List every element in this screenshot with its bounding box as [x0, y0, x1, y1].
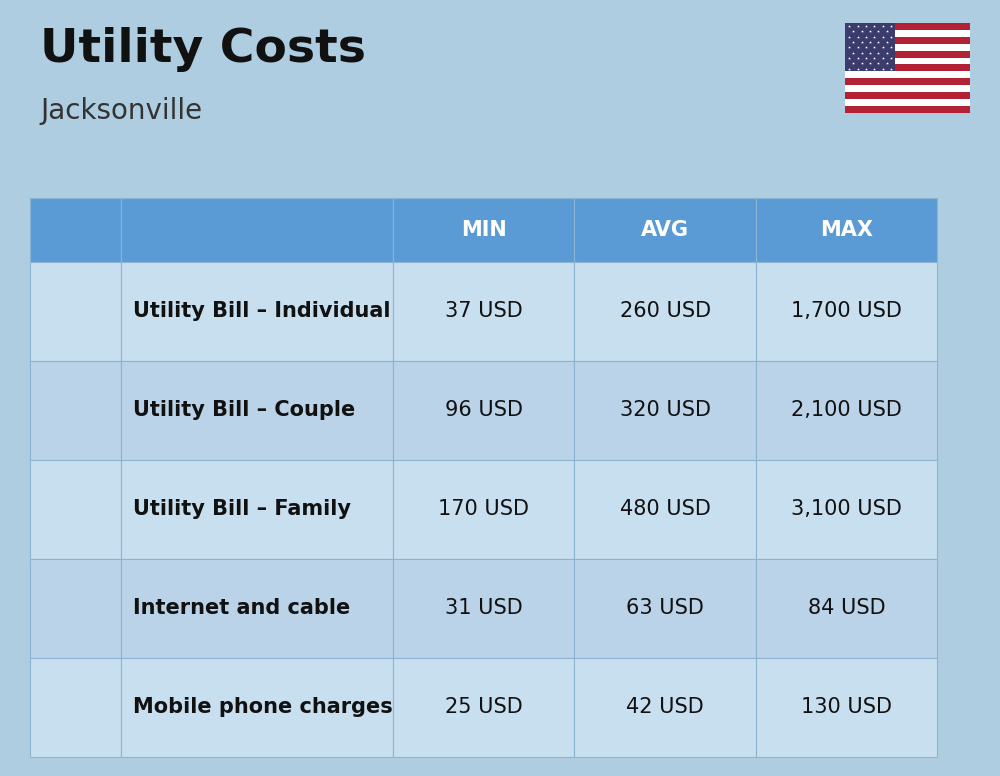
Text: Utility Bill – Family: Utility Bill – Family	[133, 499, 351, 519]
Text: Utility Bill – Couple: Utility Bill – Couple	[133, 400, 355, 420]
Text: AVG: AVG	[641, 220, 689, 240]
FancyBboxPatch shape	[845, 57, 970, 64]
Text: 2,100 USD: 2,100 USD	[791, 400, 902, 420]
Circle shape	[69, 473, 82, 488]
FancyBboxPatch shape	[845, 23, 970, 30]
Circle shape	[69, 473, 82, 488]
FancyBboxPatch shape	[72, 684, 80, 695]
Text: 37 USD: 37 USD	[445, 301, 522, 321]
Circle shape	[67, 272, 84, 293]
Text: 96 USD: 96 USD	[445, 400, 523, 420]
FancyBboxPatch shape	[845, 44, 970, 50]
FancyBboxPatch shape	[845, 92, 970, 99]
Circle shape	[71, 277, 80, 288]
FancyBboxPatch shape	[845, 64, 970, 71]
FancyBboxPatch shape	[845, 23, 895, 71]
FancyBboxPatch shape	[40, 511, 74, 548]
FancyBboxPatch shape	[81, 697, 89, 708]
FancyBboxPatch shape	[62, 697, 71, 708]
Text: 3,100 USD: 3,100 USD	[791, 499, 902, 519]
FancyBboxPatch shape	[845, 106, 970, 113]
FancyBboxPatch shape	[58, 286, 92, 314]
Circle shape	[67, 371, 84, 391]
FancyBboxPatch shape	[75, 411, 109, 449]
FancyBboxPatch shape	[845, 71, 970, 78]
Text: 130 USD: 130 USD	[801, 697, 892, 717]
FancyBboxPatch shape	[845, 99, 970, 106]
Circle shape	[69, 373, 82, 389]
Text: MIN: MIN	[461, 220, 506, 240]
Text: Internet and cable: Internet and cable	[133, 598, 350, 618]
FancyBboxPatch shape	[845, 78, 970, 85]
FancyBboxPatch shape	[75, 313, 109, 350]
Circle shape	[71, 475, 80, 486]
Text: 25 USD: 25 USD	[445, 697, 522, 717]
Text: 63 USD: 63 USD	[626, 598, 704, 618]
FancyBboxPatch shape	[40, 313, 74, 350]
Text: MAX: MAX	[820, 220, 873, 240]
Text: Utility Costs: Utility Costs	[40, 27, 366, 72]
Text: 260 USD: 260 USD	[620, 301, 711, 321]
Text: 320 USD: 320 USD	[620, 400, 711, 420]
FancyBboxPatch shape	[40, 411, 74, 449]
FancyBboxPatch shape	[72, 697, 80, 708]
FancyBboxPatch shape	[62, 684, 71, 695]
FancyBboxPatch shape	[81, 710, 89, 721]
Text: 170 USD: 170 USD	[438, 499, 529, 519]
Text: Jacksonville: Jacksonville	[40, 97, 202, 125]
FancyBboxPatch shape	[61, 681, 90, 735]
Circle shape	[69, 373, 82, 389]
Circle shape	[69, 275, 82, 290]
FancyBboxPatch shape	[845, 50, 970, 57]
FancyBboxPatch shape	[72, 710, 80, 721]
FancyBboxPatch shape	[845, 37, 970, 44]
Circle shape	[67, 470, 84, 490]
Text: 84 USD: 84 USD	[808, 598, 885, 618]
Circle shape	[71, 376, 80, 386]
FancyBboxPatch shape	[845, 30, 970, 37]
FancyBboxPatch shape	[44, 610, 107, 643]
Circle shape	[69, 275, 82, 290]
FancyBboxPatch shape	[58, 483, 92, 511]
FancyBboxPatch shape	[845, 85, 970, 92]
Text: 42 USD: 42 USD	[626, 697, 704, 717]
FancyBboxPatch shape	[58, 384, 92, 412]
FancyBboxPatch shape	[62, 710, 71, 721]
Text: Mobile phone charges: Mobile phone charges	[133, 697, 392, 717]
FancyBboxPatch shape	[54, 667, 97, 747]
FancyBboxPatch shape	[81, 684, 89, 695]
Text: Utility Bill – Individual: Utility Bill – Individual	[133, 301, 390, 321]
Text: 1,700 USD: 1,700 USD	[791, 301, 902, 321]
Text: 480 USD: 480 USD	[620, 499, 711, 519]
Text: 31 USD: 31 USD	[445, 598, 522, 618]
FancyBboxPatch shape	[75, 511, 109, 548]
